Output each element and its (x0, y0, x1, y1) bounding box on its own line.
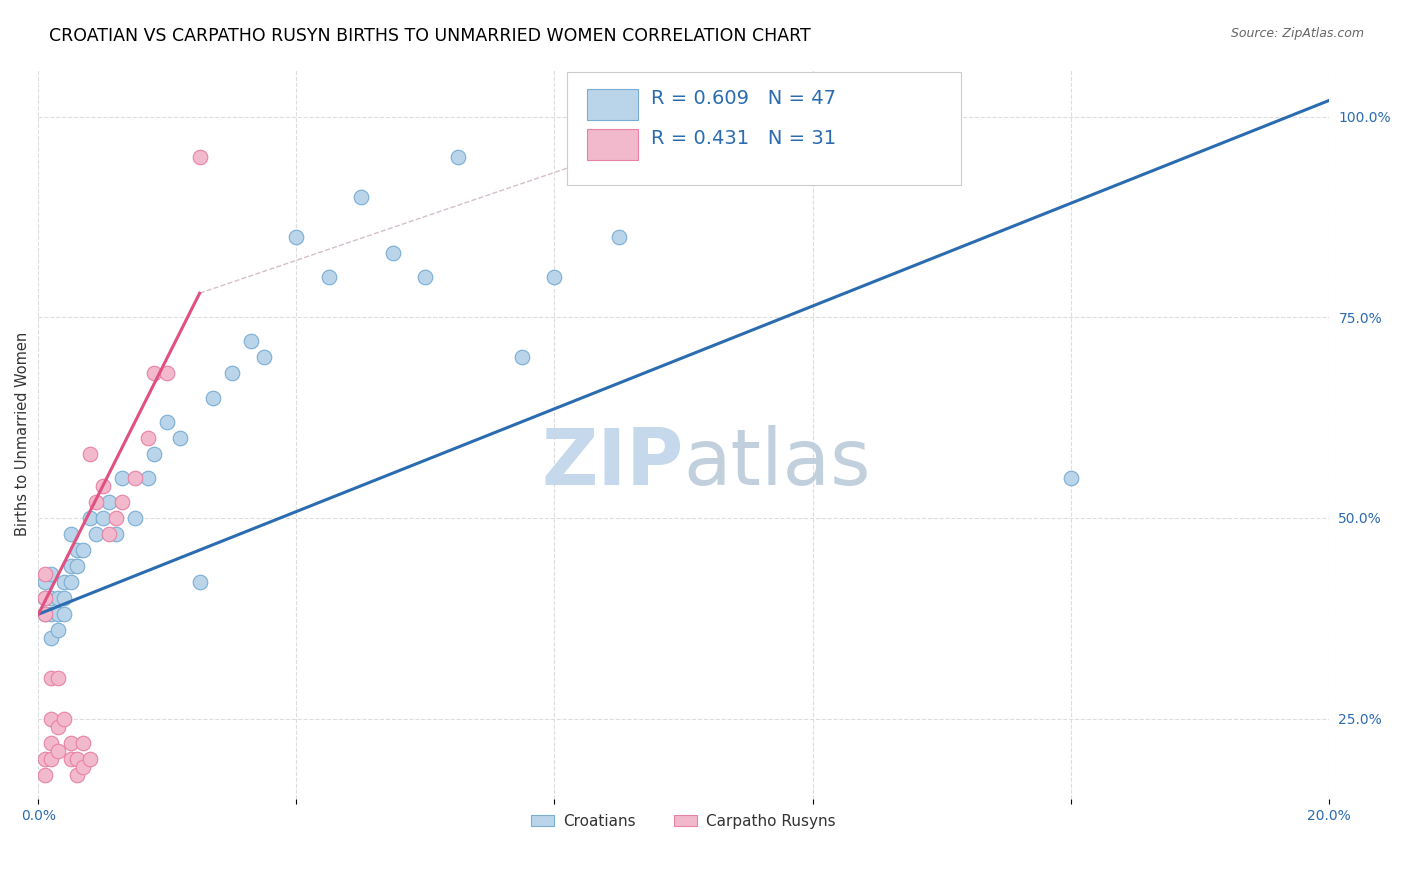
Point (607, 230, 630, 244)
Point (98, 495, 121, 509)
Point (34, 607, 56, 622)
Point (136, 431, 159, 445)
Bar (586, 89, 638, 120)
Point (285, 230, 308, 244)
Point (34, 752, 56, 766)
Point (39, 752, 62, 766)
Point (111, 495, 134, 509)
Point (59, 736, 82, 750)
Legend: Croatians, Carpatho Rusyns: Croatians, Carpatho Rusyns (524, 808, 842, 835)
Point (672, 166, 695, 180)
Point (72, 736, 94, 750)
Point (86, 527, 108, 541)
Text: R = 0.431   N = 31: R = 0.431 N = 31 (651, 129, 837, 148)
Point (350, 190, 373, 204)
Point (98, 527, 121, 541)
Point (318, 270, 340, 285)
Point (66, 752, 89, 766)
Point (34, 591, 56, 606)
Point (46, 624, 69, 638)
Point (53, 607, 76, 622)
Point (188, 150, 211, 164)
Point (91, 479, 114, 493)
Point (72, 543, 94, 558)
Y-axis label: Births to Unmarried Women: Births to Unmarried Women (15, 332, 30, 536)
Point (188, 575, 211, 590)
Point (111, 471, 134, 485)
Point (66, 543, 89, 558)
Point (46, 672, 69, 686)
Point (34, 567, 56, 582)
Point (253, 351, 276, 365)
Bar (586, 129, 638, 160)
Point (156, 367, 179, 381)
Point (240, 334, 263, 349)
Point (124, 511, 146, 525)
Point (53, 591, 76, 606)
Point (39, 736, 62, 750)
Point (39, 672, 62, 686)
Point (1059, 471, 1081, 485)
Point (86, 495, 108, 509)
Point (382, 246, 405, 260)
Point (53, 575, 76, 590)
Point (415, 270, 437, 285)
Point (143, 367, 166, 381)
Point (640, 166, 662, 180)
Point (543, 270, 565, 285)
Point (79, 447, 101, 461)
Point (91, 511, 114, 525)
Point (39, 591, 62, 606)
Text: ZIP: ZIP (541, 425, 683, 501)
Point (201, 391, 224, 405)
Point (143, 447, 166, 461)
Point (39, 712, 62, 726)
Point (124, 471, 146, 485)
Point (59, 575, 82, 590)
Point (447, 150, 470, 164)
Point (59, 752, 82, 766)
Point (156, 415, 179, 429)
Text: atlas: atlas (683, 425, 870, 501)
Point (136, 471, 159, 485)
Point (104, 527, 127, 541)
Point (39, 567, 62, 582)
Point (104, 511, 127, 525)
Point (66, 768, 89, 782)
Point (59, 559, 82, 574)
Point (79, 752, 101, 766)
Point (34, 768, 56, 782)
Point (34, 607, 56, 622)
Point (221, 367, 243, 381)
Point (46, 720, 69, 734)
Point (66, 559, 89, 574)
Point (46, 607, 69, 622)
Point (39, 632, 62, 646)
Point (72, 760, 94, 774)
Point (59, 527, 82, 541)
Point (46, 591, 69, 606)
Point (39, 607, 62, 622)
Point (53, 712, 76, 726)
Text: R = 0.609   N = 47: R = 0.609 N = 47 (651, 89, 837, 108)
Point (34, 591, 56, 606)
Point (34, 575, 56, 590)
Point (79, 511, 101, 525)
Point (510, 351, 533, 365)
Point (46, 744, 69, 758)
Point (169, 431, 191, 445)
FancyBboxPatch shape (568, 72, 960, 186)
Text: Source: ZipAtlas.com: Source: ZipAtlas.com (1230, 27, 1364, 40)
Text: CROATIAN VS CARPATHO RUSYN BIRTHS TO UNMARRIED WOMEN CORRELATION CHART: CROATIAN VS CARPATHO RUSYN BIRTHS TO UNM… (49, 27, 811, 45)
